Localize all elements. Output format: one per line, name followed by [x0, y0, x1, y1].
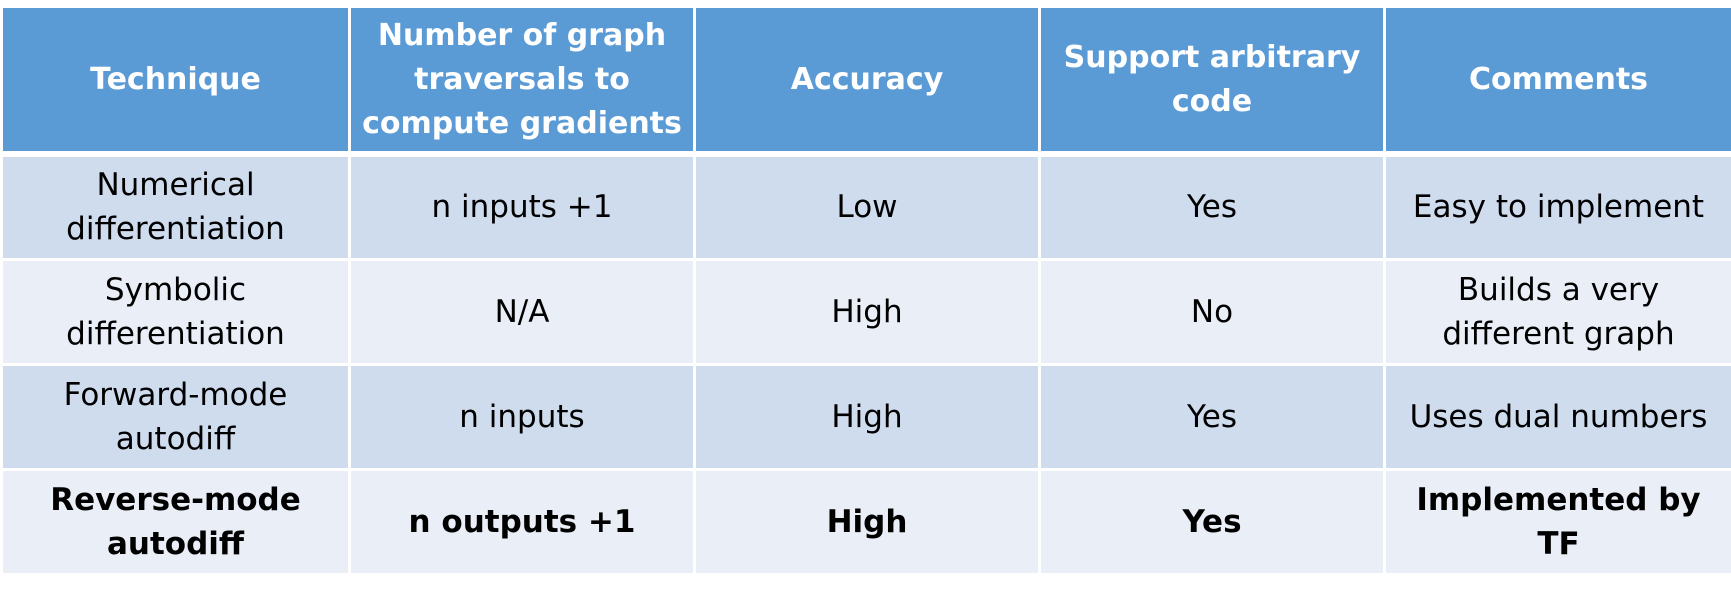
cell-technique: Reverse-mode autodiff: [0, 467, 351, 576]
table-header-row: Technique Number of graph traversals to …: [0, 5, 1731, 157]
cell-arbitrary-code: Yes: [1038, 152, 1386, 261]
table-row-symbolic: Symbolic differentiation N/A High No Bui…: [0, 257, 1731, 366]
cell-comments: Uses dual numbers: [1383, 362, 1731, 471]
cell-comments: Easy to implement: [1383, 152, 1731, 261]
cell-traversals: n outputs +1: [348, 467, 696, 576]
cell-accuracy: High: [693, 467, 1041, 576]
cell-arbitrary-code: No: [1038, 257, 1386, 366]
cell-traversals: n inputs +1: [348, 152, 696, 261]
header-arbitrary-code: Support arbitrary code: [1038, 5, 1386, 157]
cell-comments: Builds a very different graph: [1383, 257, 1731, 366]
cell-comments: Implemented by TF: [1383, 467, 1731, 576]
cell-technique: Symbolic differentiation: [0, 257, 351, 366]
comparison-table-container: Technique Number of graph traversals to …: [0, 5, 1731, 576]
cell-arbitrary-code: Yes: [1038, 467, 1386, 576]
cell-technique: Forward-mode autodiff: [0, 362, 351, 471]
cell-traversals: n inputs: [348, 362, 696, 471]
autodiff-comparison-table: Technique Number of graph traversals to …: [0, 5, 1731, 576]
cell-arbitrary-code: Yes: [1038, 362, 1386, 471]
cell-technique: Numerical differentiation: [0, 152, 351, 261]
cell-accuracy: Low: [693, 152, 1041, 261]
header-traversals: Number of graph traversals to compute gr…: [348, 5, 696, 157]
table-row-reverse-mode: Reverse-mode autodiff n outputs +1 High …: [0, 467, 1731, 576]
cell-traversals: N/A: [348, 257, 696, 366]
table-row-numerical: Numerical differentiation n inputs +1 Lo…: [0, 152, 1731, 261]
header-comments: Comments: [1383, 5, 1731, 157]
cell-accuracy: High: [693, 362, 1041, 471]
cell-accuracy: High: [693, 257, 1041, 366]
header-technique: Technique: [0, 5, 351, 157]
header-accuracy: Accuracy: [693, 5, 1041, 157]
table-row-forward-mode: Forward-mode autodiff n inputs High Yes …: [0, 362, 1731, 471]
